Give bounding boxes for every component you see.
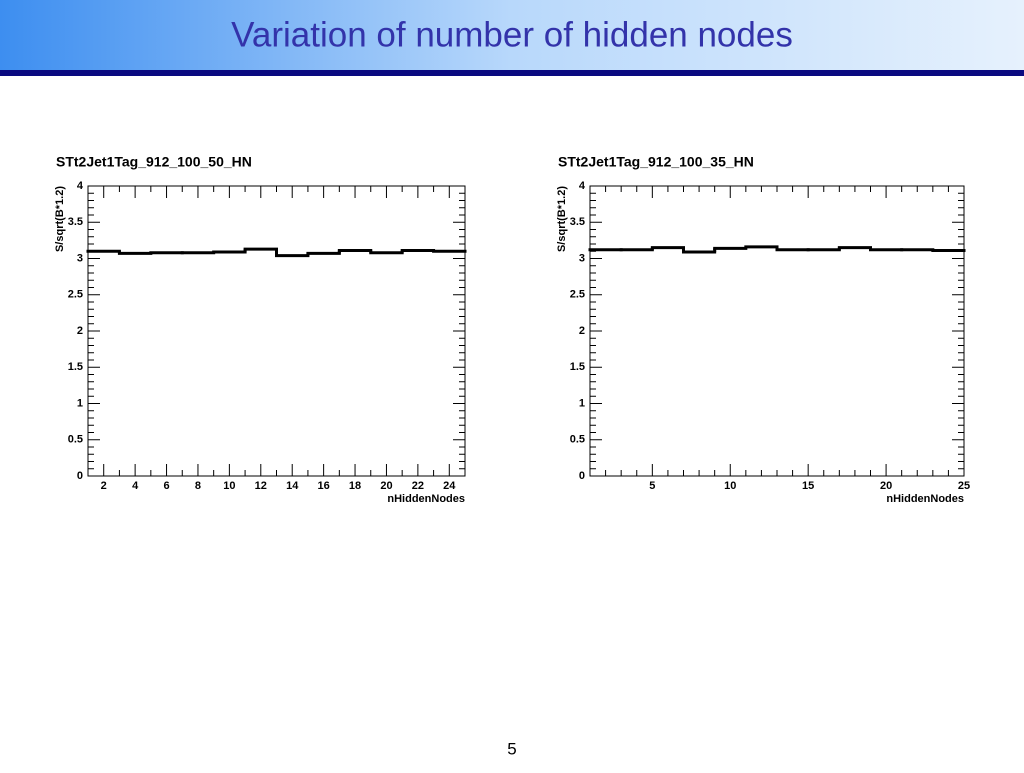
y-tick-label: 1.5 <box>570 361 585 373</box>
y-tick-label: 1.5 <box>68 361 83 373</box>
x-tick-label: 20 <box>880 480 892 492</box>
chart-title: STt2Jet1Tag_912_100_35_HN <box>558 154 754 170</box>
x-tick-label: 2 <box>101 480 107 492</box>
y-tick-label: 3.5 <box>68 216 83 228</box>
x-tick-label: 16 <box>318 480 330 492</box>
y-tick-label: 2 <box>77 325 83 337</box>
x-axis-label: nHiddenNodes <box>886 493 964 505</box>
header-band <box>0 0 1024 70</box>
y-tick-label: 1 <box>77 397 83 409</box>
chart-title: STt2Jet1Tag_912_100_50_HN <box>56 154 252 170</box>
y-axis-label: S/sqrt(B*1.2) <box>556 186 568 252</box>
x-tick-label: 14 <box>286 480 299 492</box>
y-tick-label: 4 <box>579 180 586 192</box>
x-tick-label: 8 <box>195 480 201 492</box>
x-tick-label: 5 <box>649 480 655 492</box>
x-tick-label: 25 <box>958 480 970 492</box>
y-tick-label: 1 <box>579 397 585 409</box>
y-axis-label: S/sqrt(B*1.2) <box>54 186 66 252</box>
x-tick-label: 10 <box>223 480 235 492</box>
page-number: 5 <box>507 739 516 758</box>
x-tick-label: 12 <box>255 480 267 492</box>
plot-frame <box>87 185 466 477</box>
y-tick-label: 0.5 <box>570 434 585 446</box>
x-tick-label: 10 <box>724 480 736 492</box>
plot-frame <box>589 185 965 477</box>
y-tick-label: 0.5 <box>68 434 83 446</box>
y-tick-label: 4 <box>77 180 84 192</box>
x-tick-label: 20 <box>380 480 392 492</box>
y-tick-label: 2.5 <box>68 289 83 301</box>
header-rule <box>0 70 1024 76</box>
x-axis-label: nHiddenNodes <box>387 493 465 505</box>
y-tick-label: 3.5 <box>570 216 585 228</box>
y-tick-label: 0 <box>77 470 83 482</box>
slide-title: Variation of number of hidden nodes <box>231 15 793 54</box>
x-tick-label: 24 <box>443 480 456 492</box>
x-tick-label: 15 <box>802 480 814 492</box>
x-tick-label: 6 <box>163 480 169 492</box>
x-tick-label: 4 <box>132 480 139 492</box>
y-tick-label: 2.5 <box>570 289 585 301</box>
y-tick-label: 2 <box>579 325 585 337</box>
y-tick-label: 0 <box>579 470 585 482</box>
y-tick-label: 3 <box>579 252 585 264</box>
y-tick-label: 3 <box>77 252 83 264</box>
x-tick-label: 18 <box>349 480 361 492</box>
x-tick-label: 22 <box>412 480 424 492</box>
